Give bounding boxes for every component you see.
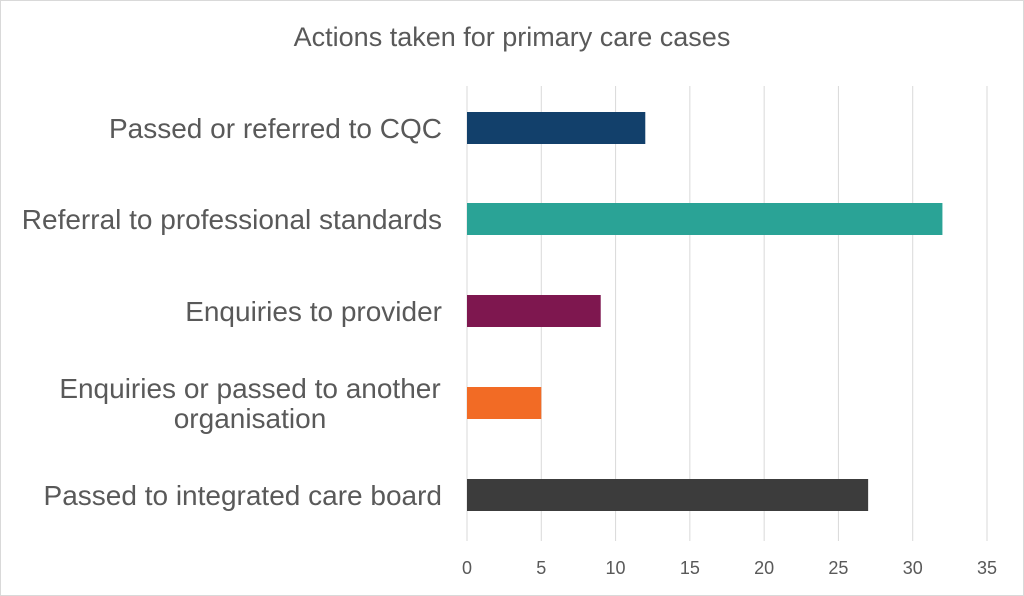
bars <box>467 112 943 511</box>
category-label-4-line-1: Enquiries or passed to another <box>59 373 440 404</box>
chart-title: Actions taken for primary care cases <box>294 22 731 52</box>
gridlines <box>466 86 988 541</box>
x-tick-label-25: 25 <box>828 558 848 578</box>
category-label-3: Enquiries to provider <box>185 296 442 327</box>
category-label-2: Referral to professional standards <box>22 204 442 235</box>
category-label-1: Passed or referred to CQC <box>109 113 442 144</box>
x-tick-label-10: 10 <box>606 558 626 578</box>
category-label-4-line-2: organisation <box>174 403 327 434</box>
category-label-5: Passed to integrated care board <box>44 480 442 511</box>
bar-5 <box>467 479 869 511</box>
bar-2 <box>467 203 943 235</box>
x-tick-label-30: 30 <box>903 558 923 578</box>
x-tick-label-0: 0 <box>462 558 472 578</box>
bar-3 <box>467 295 601 327</box>
x-tick-label-35: 35 <box>977 558 997 578</box>
x-tick-label-15: 15 <box>680 558 700 578</box>
category-labels: Passed or referred to CQC Referral to pro… <box>22 113 442 511</box>
x-tick-label-5: 5 <box>536 558 546 578</box>
x-axis-tick-labels: 0 5 10 15 20 25 30 35 <box>462 558 997 578</box>
bar-4 <box>467 387 542 419</box>
x-tick-label-20: 20 <box>754 558 774 578</box>
bar-1 <box>467 112 646 144</box>
